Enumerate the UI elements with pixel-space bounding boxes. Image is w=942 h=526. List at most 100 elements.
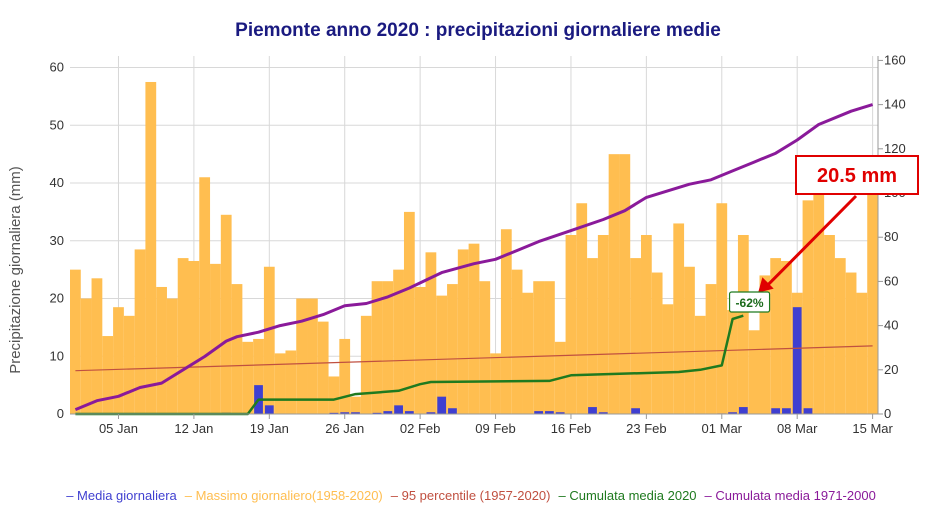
bar-media-49 [588,407,597,414]
bar-media-32 [404,411,414,414]
bar-media-26 [340,412,350,414]
bar-massimo-75 [867,183,878,414]
bar-massimo-48 [576,203,588,414]
line-series-0 [75,345,873,372]
bar-media-31 [394,405,403,414]
bar-massimo-16 [231,284,243,414]
bar-massimo-74 [856,292,868,414]
bar-massimo-50 [597,235,609,414]
axes: 010203040506002040608010012014016005 Jan… [50,52,906,436]
line-series-1 [75,314,744,416]
bar-massimo-57 [673,223,685,414]
bar-massimo-34 [425,252,437,414]
bar-massimo-41 [500,229,512,414]
bar-massimo-56 [662,304,674,414]
bar-massimo-61 [716,203,728,414]
pct-box [728,291,771,313]
bar-massimo-20 [274,353,286,414]
bar-massimo-47 [565,235,577,414]
bar-massimo-33 [414,286,426,414]
y-tick-1: 10 [50,348,64,363]
bar-massimo-12 [188,260,200,414]
legend-item-0[interactable]: – Media giornaliera [66,488,177,503]
x-tick-0: 05 Jan [99,421,138,436]
y-tick-0: 0 [57,406,64,421]
bar-massimo-71 [824,235,835,414]
bar-massimo-18 [253,338,264,414]
bar-massimo-62 [727,310,738,414]
legend-item-4[interactable]: – Cumulata media 1971-2000 [704,488,876,503]
bar-massimo-39 [479,281,491,414]
bar-massimo-2 [80,298,92,414]
bar-massimo-58 [684,266,695,414]
bar-massimo-29 [371,281,383,414]
bar-massimo-63 [737,235,749,414]
y-tick-4: 40 [50,175,64,190]
bar-massimo-31 [393,269,404,414]
bar-media-19 [264,405,274,414]
bar-massimo-36 [447,284,458,414]
pct-label: -62% [736,296,764,310]
bar-massimo-65 [759,275,771,414]
bar-massimo-27 [350,396,361,414]
bar-massimo-44 [533,281,545,414]
x-tick-10: 15 Mar [852,421,893,436]
bar-massimo-32 [403,211,415,414]
y-tick-3: 30 [50,233,64,248]
y2-tick-7: 140 [884,97,906,112]
bar-massimo-23 [307,298,318,414]
bar-massimo-9 [156,286,167,414]
bar-media-63 [738,407,748,414]
bar-massimo-19 [263,266,275,414]
bar-massimo-72 [834,258,846,414]
y2-tick-8: 160 [884,52,906,67]
bar-massimo-55 [651,272,663,414]
bar-massimo-54 [640,235,652,414]
x-tick-8: 01 Mar [702,421,743,436]
callout-arrow-head [758,277,774,293]
bar-media-53 [631,408,640,414]
bar-media-34 [426,412,436,414]
bar-massimo-52 [619,154,631,414]
bar-media-68 [792,307,802,414]
legend-item-1[interactable]: – Massimo giornaliero(1958-2020) [184,488,383,503]
bar-massimo-28 [360,315,372,414]
bar-massimo-64 [748,330,760,414]
bar-media-27 [351,412,360,414]
y2-tick-0: 0 [884,406,891,421]
bar-media-44 [534,411,544,414]
x-tick-5: 09 Feb [475,421,515,436]
bar-massimo-73 [845,272,857,414]
x-tick-2: 19 Jan [250,421,289,436]
bar-massimo-14 [210,263,221,414]
x-tick-3: 26 Jan [325,421,364,436]
y2-tick-2: 40 [884,318,898,333]
x-tick-6: 16 Feb [551,421,591,436]
bar-media-67 [782,408,791,414]
callout-label: 20.5 mm [817,165,897,187]
bar-massimo-17 [242,341,254,414]
legend-item-3[interactable]: – Cumulata media 2020 [558,488,697,503]
bar-media-66 [771,408,781,414]
bar-massimo-15 [220,214,232,414]
bar-massimo-10 [166,298,178,414]
y-axis-label: Precipitazione giornaliera (mm) [7,166,24,374]
bar-massimo-69 [802,200,814,414]
bar-massimo-26 [339,338,351,414]
legend-item-2[interactable]: – 95 percentile (1957-2020) [390,488,551,503]
bar-massimo-49 [587,258,598,414]
chart-title: Piemonte anno 2020 : precipitazioni gior… [235,20,721,41]
y-tick-6: 60 [50,60,64,75]
bar-massimo-21 [285,350,297,414]
y-tick-2: 20 [50,291,64,306]
x-tick-9: 08 Mar [777,421,818,436]
annotations: 20.5 mm -62% [728,155,919,313]
bar-massimo-8 [145,81,157,414]
line-series-2 [74,103,874,411]
bar-massimo-59 [694,315,706,414]
bar-massimo-13 [199,177,211,414]
y2-tick-4: 80 [884,229,898,244]
bar-massimo-22 [296,298,308,414]
bar-massimo-6 [123,315,135,414]
y2-tick-3: 60 [884,273,898,288]
